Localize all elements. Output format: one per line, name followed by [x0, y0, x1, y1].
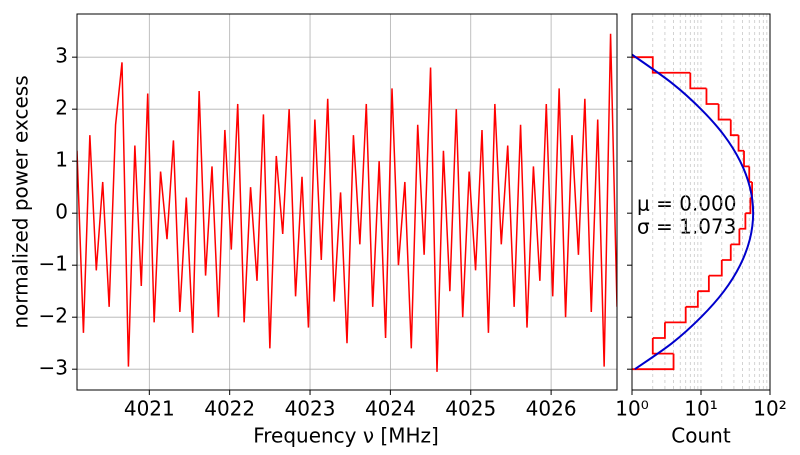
x-tick-label: 4024 — [365, 397, 416, 421]
histogram-step — [730, 228, 741, 246]
histogram-step — [721, 244, 732, 261]
annotation: μ = 0.000 — [637, 192, 736, 216]
x-tick-label: 10¹ — [684, 397, 717, 421]
histogram-step — [705, 88, 719, 105]
histogram-step — [717, 103, 731, 121]
histogram-step — [737, 135, 745, 152]
x-tick-label: 10² — [753, 397, 786, 421]
annotation: σ = 1.073 — [637, 215, 736, 239]
x-tick-label: 4023 — [285, 397, 336, 421]
histogram-step — [685, 291, 699, 308]
histogram-step — [697, 275, 710, 293]
y-tick-label: 2 — [55, 96, 68, 120]
plot-area — [632, 53, 755, 371]
y-tick-label: −1 — [39, 252, 68, 276]
x-tick-label: 4025 — [445, 397, 496, 421]
histogram-step — [632, 353, 675, 371]
histogram-step — [651, 337, 674, 355]
x-axis-label: Frequency ν [MHz] — [253, 424, 439, 448]
x-tick-label: 4022 — [204, 397, 255, 421]
histogram-step — [743, 150, 750, 168]
x-tick-label: 4021 — [124, 397, 175, 421]
histogram-step — [745, 197, 752, 215]
x-axis-label: Count — [671, 424, 731, 448]
histogram-step — [689, 72, 707, 90]
fit-curve — [632, 53, 755, 371]
x-tick-label: 4026 — [526, 397, 577, 421]
axes-frame — [76, 13, 618, 391]
axes-frame — [631, 13, 771, 391]
x-tick-label: 10⁰ — [615, 397, 648, 421]
histogram-step — [652, 322, 666, 339]
plot-area — [77, 33, 617, 372]
y-tick-label: −3 — [39, 356, 68, 380]
y-axis-label: normalized power excess — [9, 75, 33, 328]
y-tick-label: 3 — [55, 44, 68, 68]
histogram-step — [739, 213, 747, 230]
histogram-step — [729, 119, 739, 137]
line-series — [77, 33, 617, 372]
y-tick-label: 1 — [55, 148, 68, 172]
histogram-step — [748, 166, 753, 183]
histogram-step — [708, 259, 723, 277]
histogram-step — [632, 56, 691, 74]
y-tick-label: 0 — [55, 200, 68, 224]
histogram-step — [664, 306, 687, 324]
y-tick-label: −2 — [39, 304, 68, 328]
